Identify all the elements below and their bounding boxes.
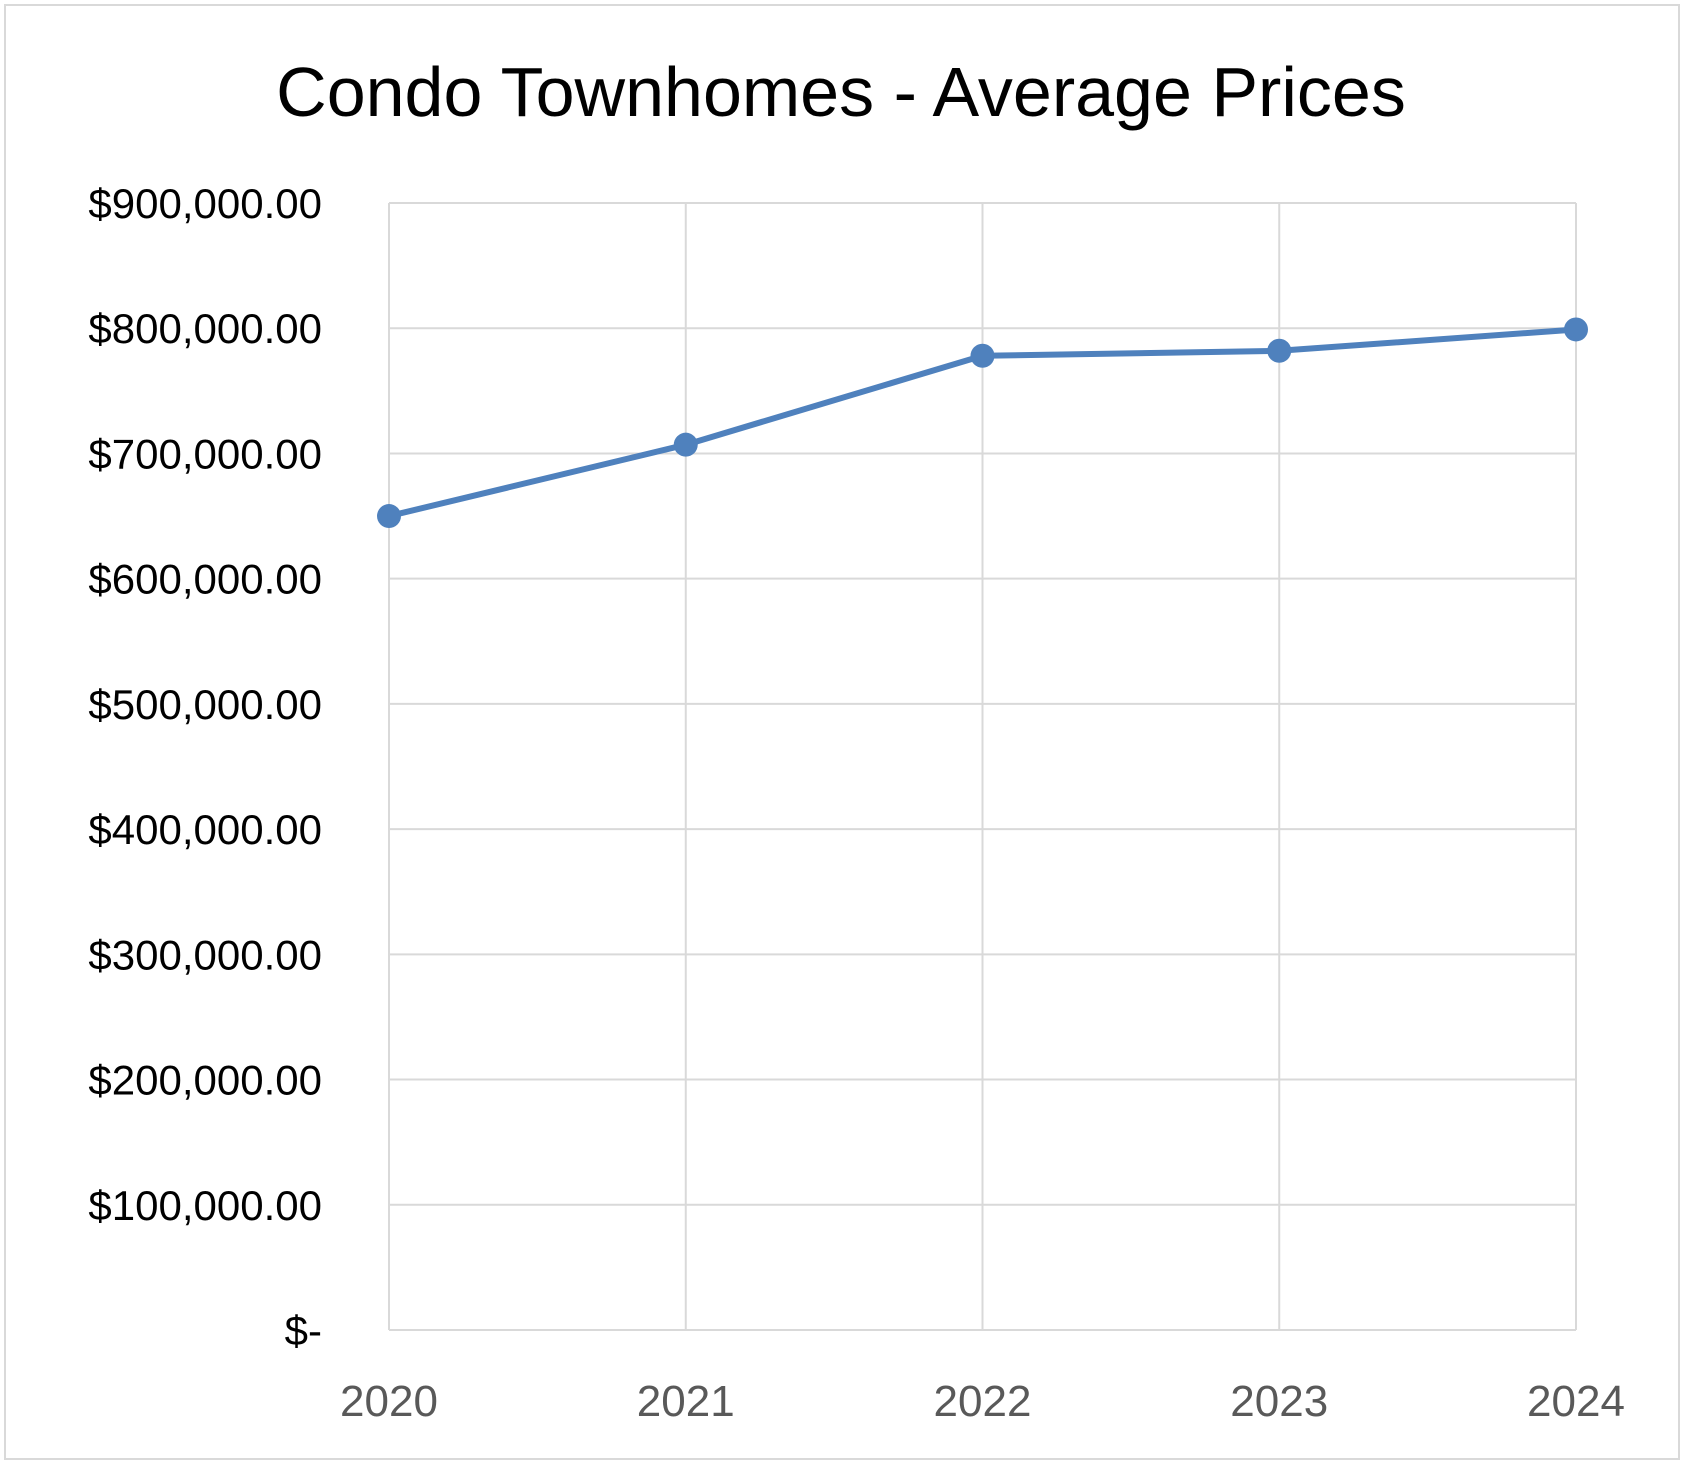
y-tick-label: $300,000.00 bbox=[88, 931, 322, 978]
data-point-marker bbox=[673, 432, 698, 457]
x-tick-label: 2022 bbox=[934, 1377, 1032, 1426]
data-point-marker bbox=[377, 504, 401, 529]
y-tick-label: $200,000.00 bbox=[88, 1057, 322, 1104]
y-tick-label: $600,000.00 bbox=[88, 556, 322, 603]
y-tick-label: $400,000.00 bbox=[88, 806, 322, 853]
x-tick-label: 2020 bbox=[340, 1377, 438, 1426]
y-tick-label: $800,000.00 bbox=[88, 305, 322, 352]
y-tick-label: $700,000.00 bbox=[88, 430, 322, 477]
data-point-marker bbox=[1267, 338, 1292, 363]
x-tick-label: 2023 bbox=[1230, 1377, 1328, 1426]
y-tick-label: $500,000.00 bbox=[88, 681, 322, 728]
x-tick-label: 2024 bbox=[1527, 1377, 1625, 1426]
gridlines bbox=[388, 202, 1577, 1331]
data-point-marker bbox=[970, 343, 995, 368]
y-axis-tick-labels: $- $100,000.00 $200,000.00 $300,000.00 $400,… bbox=[88, 180, 322, 1354]
x-tick-label: 2021 bbox=[637, 1377, 735, 1426]
y-tick-label: $900,000.00 bbox=[88, 180, 322, 227]
data-point-marker bbox=[1564, 317, 1588, 342]
series-layer bbox=[377, 317, 1588, 529]
chart-frame bbox=[4, 4, 1680, 1460]
chart-title: Condo Townhomes - Average Prices bbox=[276, 53, 1406, 131]
y-tick-label: $100,000.00 bbox=[88, 1182, 322, 1229]
x-axis-tick-labels: 2020 2021 2022 2023 2024 bbox=[340, 1377, 1625, 1426]
y-tick-label: $- bbox=[285, 1307, 322, 1354]
